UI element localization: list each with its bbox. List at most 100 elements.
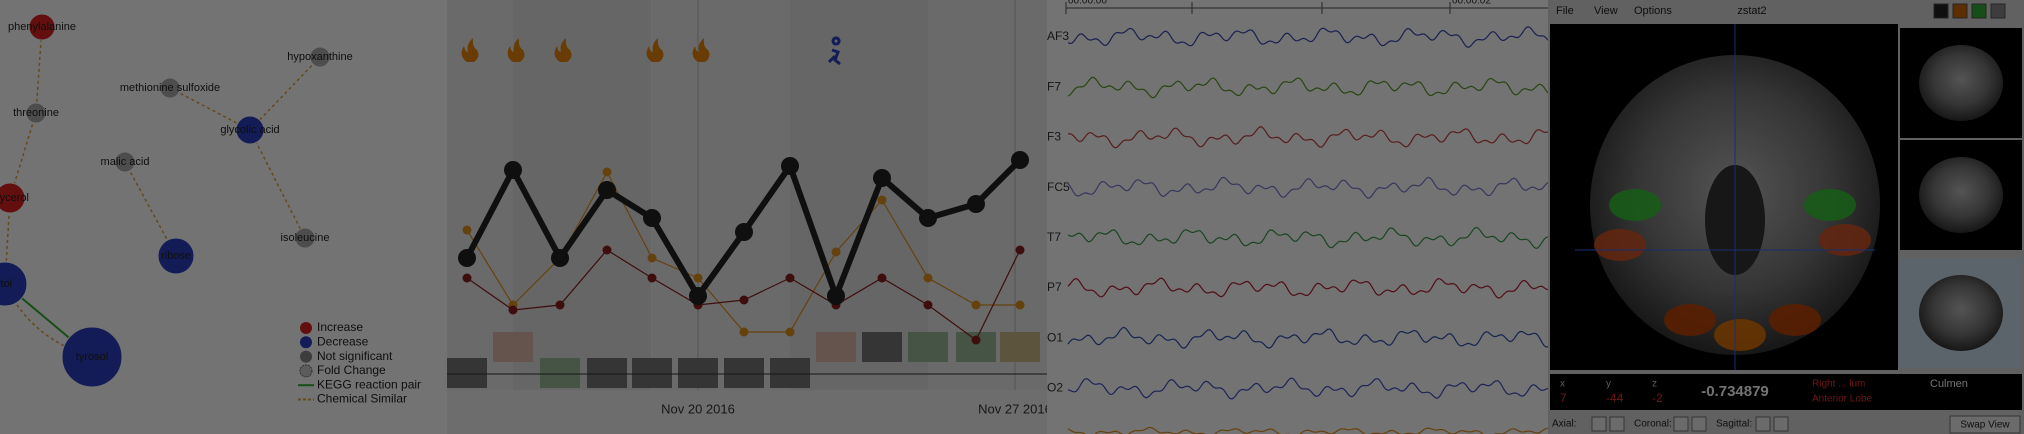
series-point (693, 273, 703, 283)
bar (724, 358, 764, 388)
bar (632, 358, 672, 388)
legend-symbol (300, 350, 312, 363)
thumbnail-brain (1919, 157, 2003, 233)
series-point (555, 300, 565, 310)
eeg-panel (1047, 0, 1548, 434)
series-point (462, 273, 472, 283)
main-point (643, 209, 661, 227)
node-label: threonine (13, 107, 59, 119)
bar (447, 358, 487, 388)
menu-item[interactable]: File (1556, 5, 1574, 17)
main-point (781, 157, 799, 175)
coord-label: z (1652, 379, 1657, 390)
channel-label: F7 (1047, 79, 1061, 93)
step-button[interactable] (1609, 416, 1625, 432)
series-point (971, 300, 981, 310)
coord-value: 7 (1560, 391, 1567, 405)
step-button[interactable] (1755, 416, 1771, 432)
thumbnail-brain (1919, 45, 2003, 121)
main-point (689, 287, 707, 305)
bar (1000, 332, 1040, 362)
step-button[interactable] (1591, 416, 1607, 432)
channel-label: AF3 (1047, 29, 1069, 43)
legend-label: Not significant (317, 349, 393, 363)
node-label: ribose (161, 250, 191, 262)
channel-label: FC5 (1047, 180, 1070, 194)
step-button[interactable] (1673, 416, 1689, 432)
region-label: Right ... lum (1812, 379, 1865, 390)
main-point (873, 169, 891, 187)
series-point (923, 300, 933, 310)
step-button[interactable] (1773, 416, 1789, 432)
series-point (647, 253, 657, 263)
series-point (785, 273, 795, 283)
series-point (1015, 245, 1025, 255)
node-label: isoleucine (281, 232, 330, 244)
day-band (790, 0, 928, 390)
series-point (877, 273, 887, 283)
series-point (971, 335, 981, 345)
legend-label: KEGG reaction pair (317, 377, 421, 391)
bar (816, 332, 856, 362)
legend-label: Increase (317, 320, 363, 334)
bar (540, 358, 580, 388)
legend-symbol (300, 322, 312, 334)
series-point (462, 225, 472, 235)
node-label: methionine sulfoxide (120, 82, 220, 94)
toolbar-button[interactable] (1990, 3, 2006, 19)
step-button[interactable] (1691, 416, 1707, 432)
activation (1594, 229, 1646, 261)
bar (862, 332, 902, 362)
main-point (598, 181, 616, 199)
coord-value: -2 (1652, 391, 1663, 405)
series-point (923, 273, 933, 283)
legend-label: Decrease (317, 334, 369, 348)
main-point (1011, 151, 1029, 169)
main-point (504, 161, 522, 179)
bar (908, 332, 948, 362)
menu-item[interactable]: View (1594, 5, 1618, 17)
series-point (739, 327, 749, 337)
activation (1819, 224, 1871, 256)
main-point (967, 195, 985, 213)
control-label: Axial: (1552, 419, 1576, 430)
swap-label[interactable]: Swap View (1960, 420, 2010, 431)
activation (1664, 304, 1716, 336)
viewer-title: zstat2 (1737, 5, 1766, 17)
main-point (735, 223, 753, 241)
thumbnail-brain (1919, 275, 2003, 351)
activation (1804, 189, 1856, 221)
coord-label: y (1606, 379, 1611, 390)
channel-label: P7 (1047, 280, 1062, 294)
control-label: Coronal: (1634, 419, 1672, 430)
voxel-value: -0.734879 (1701, 383, 1769, 400)
time-label: 00:00:00 (1068, 0, 1107, 7)
channel-label: T7 (1047, 230, 1061, 244)
series-point (877, 195, 887, 205)
bar (587, 358, 627, 388)
main-point (919, 209, 937, 227)
channel-label: O2 (1047, 381, 1063, 395)
bar (493, 332, 533, 362)
node-label: glycerol (0, 192, 29, 204)
series-point (602, 167, 612, 177)
toolbar-button[interactable] (1971, 3, 1987, 19)
activation (1769, 304, 1821, 336)
node-label: hypoxanthine (287, 51, 352, 63)
node-label: malic acid (101, 156, 150, 168)
channel-label: O1 (1047, 330, 1063, 344)
activation (1609, 189, 1661, 221)
menu-item[interactable]: Options (1634, 5, 1672, 17)
main-point (827, 287, 845, 305)
date-label: Nov 27 2016 (978, 401, 1052, 416)
region-label: Anterior Lobe (1812, 394, 1872, 405)
series-point (602, 245, 612, 255)
legend-symbol (299, 364, 313, 378)
node-label: glycolic acid (220, 124, 279, 136)
series-point (647, 273, 657, 283)
toolbar-button[interactable] (1933, 3, 1949, 19)
toolbar-button[interactable] (1952, 3, 1968, 19)
node-label: phenylalanine (8, 21, 76, 33)
legend-label: Fold Change (317, 363, 386, 377)
